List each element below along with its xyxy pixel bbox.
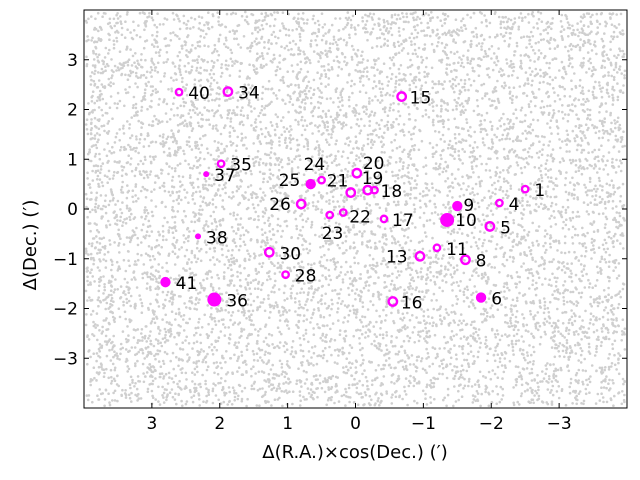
source-marker <box>325 210 335 220</box>
source-marker <box>216 159 226 169</box>
source-marker <box>281 270 290 280</box>
source-marker <box>379 214 389 224</box>
source-marker <box>203 171 210 178</box>
source-marker <box>345 187 357 198</box>
source-marker <box>207 292 222 307</box>
source-marker <box>460 254 471 266</box>
x-axis-title: Δ(R.A.)×cos(Dec.) (′) <box>262 442 447 463</box>
source-label: 22 <box>349 207 371 227</box>
data-points: 1456891011131516171819202122232425262830… <box>160 84 545 314</box>
y-tick-label: −3 <box>53 349 78 369</box>
source-marker <box>494 198 504 208</box>
source-label: 15 <box>410 89 432 109</box>
x-axis: 3 2 1 0 −1 −2 −3 <box>146 10 572 434</box>
x-tick-label: −2 <box>479 414 504 434</box>
source-label: 13 <box>386 247 408 267</box>
source-label: 21 <box>327 172 349 192</box>
background-dots <box>84 10 627 408</box>
source-label: 34 <box>238 84 260 104</box>
source-label: 18 <box>381 182 403 202</box>
x-tick-label: 0 <box>350 414 361 434</box>
source-label: 5 <box>500 218 511 238</box>
source-label: 24 <box>304 155 326 175</box>
source-label: 20 <box>363 154 385 174</box>
source-marker <box>222 86 234 97</box>
source-marker <box>432 243 442 253</box>
source-label: 4 <box>509 195 520 215</box>
x-tick-label: −3 <box>547 414 572 434</box>
y-tick-label: 3 <box>67 51 78 71</box>
y-tick-label: 0 <box>67 200 78 220</box>
source-label: 19 <box>362 169 384 189</box>
source-label: 30 <box>279 244 301 264</box>
source-marker <box>387 296 399 307</box>
x-tick-label: 2 <box>214 414 225 434</box>
source-marker <box>362 184 374 196</box>
source-marker <box>396 91 408 102</box>
source-label: 36 <box>226 292 248 312</box>
source-label: 11 <box>446 240 468 260</box>
y-tick-label: −2 <box>53 300 78 320</box>
source-marker <box>160 276 171 288</box>
source-marker <box>195 233 202 240</box>
source-label: 37 <box>214 166 236 186</box>
source-label: 26 <box>269 195 291 215</box>
y-tick-label: 1 <box>67 150 78 170</box>
source-label: 25 <box>279 171 301 191</box>
source-marker <box>338 208 348 217</box>
source-label: 28 <box>295 267 317 287</box>
source-label: 23 <box>322 224 344 244</box>
source-marker <box>475 292 487 303</box>
source-marker <box>351 167 363 179</box>
y-tick-label: −1 <box>53 250 78 270</box>
source-label: 16 <box>401 294 423 314</box>
source-marker <box>440 212 455 227</box>
source-label: 1 <box>534 181 545 201</box>
source-label: 41 <box>176 274 198 294</box>
source-marker <box>295 198 307 210</box>
x-tick-label: −1 <box>411 414 436 434</box>
source-marker <box>414 250 426 262</box>
source-marker <box>174 87 184 97</box>
source-marker <box>305 178 316 190</box>
source-label: 9 <box>463 196 474 216</box>
source-label: 6 <box>491 290 502 310</box>
source-label: 35 <box>230 156 252 176</box>
y-tick-label: 2 <box>67 101 78 121</box>
source-label: 10 <box>455 211 477 231</box>
x-tick-label: 1 <box>282 414 293 434</box>
source-marker <box>484 221 496 232</box>
source-marker <box>263 246 275 258</box>
source-marker <box>317 175 326 185</box>
source-marker <box>520 184 530 194</box>
background-field <box>84 10 627 408</box>
source-label: 17 <box>392 211 414 231</box>
source-label: 8 <box>476 252 487 272</box>
source-marker <box>452 200 463 212</box>
y-axis-title: Δ(Dec.) (′) <box>20 200 41 291</box>
source-label: 40 <box>188 84 210 104</box>
x-tick-label: 3 <box>146 414 157 434</box>
source-label: 38 <box>206 228 228 248</box>
